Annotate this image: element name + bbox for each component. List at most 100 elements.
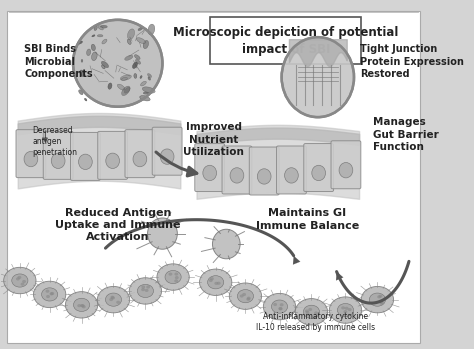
Ellipse shape: [128, 39, 131, 44]
Ellipse shape: [121, 86, 130, 96]
Text: Anti-inflammatory cytokine
IL-10 released by immune cells: Anti-inflammatory cytokine IL-10 release…: [256, 312, 375, 332]
Circle shape: [295, 299, 328, 325]
Ellipse shape: [120, 75, 131, 80]
Ellipse shape: [79, 90, 83, 95]
Circle shape: [174, 273, 178, 276]
Circle shape: [82, 305, 86, 309]
Ellipse shape: [91, 52, 97, 61]
Ellipse shape: [134, 74, 137, 78]
Circle shape: [46, 290, 49, 293]
Circle shape: [369, 293, 385, 306]
Circle shape: [129, 278, 162, 304]
Circle shape: [210, 277, 214, 280]
Circle shape: [306, 311, 310, 314]
Text: Tight Junction
Protein Expression
Restored: Tight Junction Protein Expression Restor…: [360, 44, 464, 79]
Circle shape: [208, 276, 224, 289]
Ellipse shape: [136, 59, 141, 64]
Text: Manages
Gut Barrier
Function: Manages Gut Barrier Function: [373, 117, 439, 152]
Circle shape: [305, 310, 309, 313]
Circle shape: [116, 301, 120, 304]
Ellipse shape: [147, 218, 177, 249]
Circle shape: [80, 304, 84, 307]
Ellipse shape: [100, 25, 107, 28]
Ellipse shape: [140, 76, 142, 79]
FancyBboxPatch shape: [7, 11, 420, 343]
Circle shape: [217, 282, 220, 285]
Ellipse shape: [212, 229, 240, 259]
Ellipse shape: [121, 77, 128, 80]
Circle shape: [272, 300, 288, 313]
Ellipse shape: [97, 35, 103, 37]
Circle shape: [165, 270, 181, 284]
Ellipse shape: [77, 41, 82, 44]
Circle shape: [242, 293, 246, 296]
Circle shape: [81, 304, 85, 307]
Ellipse shape: [140, 96, 150, 101]
Circle shape: [77, 304, 81, 307]
Circle shape: [168, 273, 173, 276]
Ellipse shape: [312, 165, 326, 181]
Circle shape: [229, 283, 262, 309]
Circle shape: [12, 274, 28, 287]
Ellipse shape: [102, 39, 107, 44]
FancyBboxPatch shape: [16, 130, 46, 178]
Text: Improved
Nutrient
Utilization: Improved Nutrient Utilization: [183, 122, 244, 157]
Circle shape: [16, 277, 20, 281]
Ellipse shape: [142, 87, 155, 93]
Text: Maintains GI
Immune Balance: Maintains GI Immune Balance: [255, 208, 359, 231]
Ellipse shape: [24, 151, 38, 167]
FancyBboxPatch shape: [98, 131, 128, 179]
FancyBboxPatch shape: [249, 147, 279, 195]
Circle shape: [141, 285, 145, 289]
Circle shape: [109, 298, 113, 301]
Circle shape: [279, 307, 283, 310]
Circle shape: [247, 297, 251, 300]
Text: Microscopic depiction of potential
impact of SBI: Microscopic depiction of potential impac…: [173, 26, 399, 56]
Circle shape: [200, 269, 232, 296]
Ellipse shape: [92, 35, 95, 37]
Circle shape: [246, 298, 250, 301]
Circle shape: [111, 296, 115, 299]
Circle shape: [377, 295, 381, 298]
Ellipse shape: [124, 87, 130, 93]
Ellipse shape: [91, 44, 95, 51]
Circle shape: [174, 279, 178, 282]
Circle shape: [209, 279, 213, 282]
Circle shape: [4, 267, 36, 294]
FancyBboxPatch shape: [195, 143, 225, 192]
Circle shape: [110, 296, 114, 299]
Circle shape: [42, 288, 58, 301]
Circle shape: [46, 295, 50, 298]
Ellipse shape: [101, 61, 109, 68]
Circle shape: [137, 284, 154, 298]
FancyBboxPatch shape: [276, 146, 306, 194]
FancyBboxPatch shape: [210, 17, 362, 64]
Circle shape: [337, 304, 354, 317]
Circle shape: [273, 303, 277, 306]
Text: SBI Binds
Microbial
Components: SBI Binds Microbial Components: [24, 44, 93, 79]
Circle shape: [34, 281, 66, 307]
Ellipse shape: [106, 153, 119, 169]
Circle shape: [348, 308, 352, 311]
Ellipse shape: [94, 26, 97, 30]
Ellipse shape: [80, 70, 85, 77]
Circle shape: [329, 297, 362, 323]
Ellipse shape: [143, 40, 148, 49]
Circle shape: [264, 294, 296, 320]
Circle shape: [345, 307, 348, 310]
Ellipse shape: [84, 98, 87, 101]
Ellipse shape: [138, 27, 143, 31]
Circle shape: [65, 292, 98, 318]
Ellipse shape: [148, 77, 151, 80]
Ellipse shape: [132, 62, 137, 68]
Ellipse shape: [133, 151, 147, 167]
Circle shape: [22, 280, 26, 283]
FancyBboxPatch shape: [125, 130, 155, 178]
Ellipse shape: [79, 154, 92, 170]
Ellipse shape: [101, 65, 105, 69]
Ellipse shape: [143, 92, 148, 94]
Circle shape: [380, 301, 384, 304]
Circle shape: [157, 264, 189, 290]
Ellipse shape: [282, 37, 354, 117]
Circle shape: [379, 295, 383, 298]
